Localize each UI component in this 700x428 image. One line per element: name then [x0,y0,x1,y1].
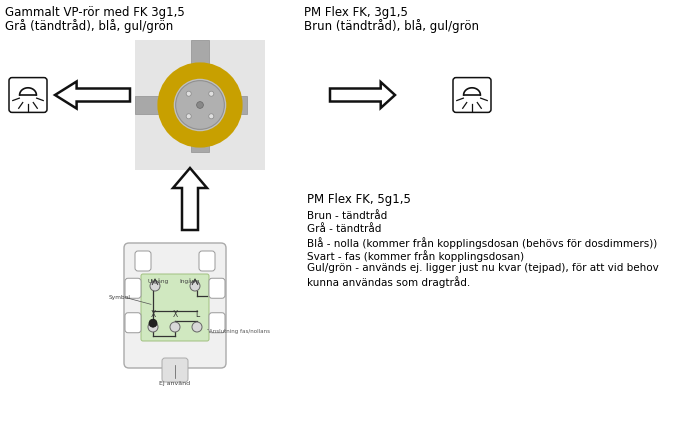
Circle shape [186,91,191,96]
Text: Ej använd: Ej använd [160,381,190,386]
Bar [191,113,209,152]
FancyBboxPatch shape [162,358,188,382]
FancyBboxPatch shape [209,278,225,298]
FancyBboxPatch shape [124,243,226,368]
Circle shape [176,80,225,129]
FancyBboxPatch shape [453,77,491,113]
Polygon shape [330,82,395,108]
FancyBboxPatch shape [209,313,225,333]
Text: Ingång: Ingång [179,278,199,284]
Text: Anslutning fas/nollans: Anslutning fas/nollans [209,329,270,334]
Text: Brun - tändtråd: Brun - tändtråd [307,211,387,221]
Circle shape [170,322,180,332]
Bar [135,96,175,114]
Text: Gammalt VP-rör med FK 3g1,5: Gammalt VP-rör med FK 3g1,5 [5,6,185,19]
Text: Brun (tändtråd), blå, gul/grön: Brun (tändtråd), blå, gul/grön [304,19,479,33]
Text: kunna användas som dragtråd.: kunna användas som dragtråd. [307,276,470,288]
Circle shape [148,322,158,332]
Text: PM Flex FK, 3g1,5: PM Flex FK, 3g1,5 [304,6,408,19]
Circle shape [192,322,202,332]
Circle shape [186,114,191,119]
Circle shape [209,91,214,96]
Text: Utgång: Utgång [148,278,169,284]
Circle shape [163,68,237,142]
Text: L: L [195,310,199,319]
Text: X: X [150,310,155,319]
FancyBboxPatch shape [125,313,141,333]
FancyBboxPatch shape [199,251,215,271]
Text: Grå (tändtråd), blå, gul/grön: Grå (tändtråd), blå, gul/grön [5,19,174,33]
Text: Symbol: Symbol [109,295,131,300]
Text: Svart - fas (kommer från kopplingsdosan): Svart - fas (kommer från kopplingsdosan) [307,250,524,262]
Polygon shape [55,81,130,109]
Circle shape [190,281,200,291]
Text: Blå - nolla (kommer från kopplingsdosan (behövs för dosdimmers)): Blå - nolla (kommer från kopplingsdosan … [307,237,657,249]
Text: Gul/grön - används ej. ligger just nu kvar (tejpad), för att vid behov: Gul/grön - används ej. ligger just nu kv… [307,263,659,273]
Circle shape [209,114,214,119]
Text: X: X [172,310,178,319]
FancyBboxPatch shape [135,251,151,271]
Circle shape [149,319,157,327]
Text: PM Flex FK, 5g1,5: PM Flex FK, 5g1,5 [307,193,411,206]
FancyBboxPatch shape [9,77,47,113]
Bar [191,40,209,80]
FancyBboxPatch shape [125,278,141,298]
Text: Grå - tändtråd: Grå - tändtråd [307,224,382,234]
Bar [208,96,248,114]
FancyBboxPatch shape [141,274,209,341]
FancyBboxPatch shape [135,40,265,170]
Circle shape [197,101,204,108]
Polygon shape [173,168,207,230]
Circle shape [150,281,160,291]
